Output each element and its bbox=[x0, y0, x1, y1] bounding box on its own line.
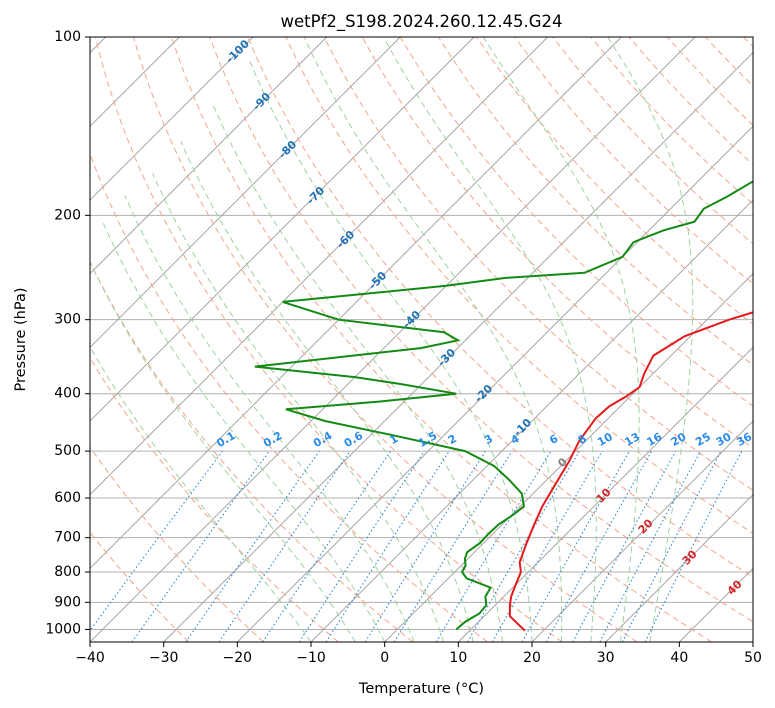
isotherm-line bbox=[90, 37, 401, 348]
x-tick-label: 10 bbox=[449, 650, 467, 666]
mixing-ratio-label: 36 bbox=[734, 430, 754, 449]
dry-adiabat bbox=[323, 37, 753, 491]
isotherm-line bbox=[90, 37, 475, 422]
moist-adiabat bbox=[303, 37, 563, 642]
y-tick-label: 600 bbox=[54, 490, 81, 506]
temperature-line bbox=[508, 311, 753, 632]
plot-frame bbox=[89, 36, 754, 643]
dry-adiabat bbox=[285, 37, 753, 535]
moist-adiabat bbox=[482, 37, 640, 642]
moist-adiabat bbox=[102, 221, 386, 642]
x-tick-label: −20 bbox=[223, 650, 253, 666]
moist-adiabat bbox=[90, 260, 356, 642]
dry-adiabat bbox=[132, 37, 638, 642]
isotherm-line bbox=[531, 420, 753, 642]
x-tick-label: 30 bbox=[597, 650, 615, 666]
isotherm-line bbox=[90, 37, 622, 569]
moist-adiabat bbox=[90, 345, 312, 642]
y-tick-label: 700 bbox=[54, 530, 81, 546]
isotherm-line bbox=[163, 52, 753, 642]
x-tick-label: −10 bbox=[296, 650, 326, 666]
moist-adiabat bbox=[249, 61, 533, 642]
profile-lines bbox=[254, 180, 753, 632]
isotherm-line bbox=[384, 273, 753, 642]
isotherm-line bbox=[90, 37, 696, 642]
isotherm-line bbox=[90, 37, 548, 496]
moist-adiabat bbox=[212, 104, 503, 642]
mixing-ratio-line bbox=[218, 450, 351, 642]
moist-adiabat bbox=[152, 173, 445, 642]
y-tick-label: 800 bbox=[54, 564, 81, 580]
mixing-ratio-line bbox=[131, 450, 270, 642]
y-tick-label: 900 bbox=[54, 594, 81, 610]
mixing-ratio-line bbox=[572, 450, 677, 642]
mixing-ratio-line bbox=[90, 450, 223, 632]
mixing-ratio-line bbox=[262, 450, 392, 642]
mixing-ratio-line bbox=[298, 450, 425, 642]
axes: −40 −30 −20 −10 0 10 20 30 40 50 1000 900 800 700 600 5… bbox=[45, 29, 762, 666]
dry-adiabat bbox=[247, 37, 753, 578]
isotherm-line bbox=[90, 37, 327, 275]
dry-adiabat bbox=[514, 37, 753, 285]
dry-adiabat bbox=[90, 446, 264, 642]
moist-adiabat bbox=[607, 37, 694, 642]
isotherm-line bbox=[605, 494, 753, 642]
background-lines bbox=[90, 37, 753, 642]
x-axis-title: Temperature (°C) bbox=[358, 681, 484, 697]
dry-adiabat bbox=[90, 356, 339, 642]
x-tick-label: 50 bbox=[744, 650, 762, 666]
x-tick-label: 20 bbox=[523, 650, 541, 666]
x-tick-label: 0 bbox=[380, 650, 389, 666]
y-tick-label: 300 bbox=[54, 312, 81, 328]
mixing-ratio-line bbox=[545, 450, 653, 642]
isotherm-line bbox=[90, 37, 254, 201]
dewpoint-line bbox=[254, 180, 753, 631]
moist-adiabat bbox=[180, 141, 474, 642]
dry-adiabat bbox=[209, 37, 753, 623]
x-tick-label: −30 bbox=[149, 650, 179, 666]
y-tick-label: 500 bbox=[54, 443, 81, 459]
moist-adiabat bbox=[383, 37, 597, 642]
mixing-ratio-line bbox=[644, 450, 743, 642]
moist-adiabat bbox=[124, 195, 415, 642]
dry-adiabat bbox=[476, 37, 753, 325]
mixing-ratio-line bbox=[393, 450, 513, 642]
x-tick-label: 40 bbox=[670, 650, 688, 666]
isotherm-line bbox=[237, 125, 753, 642]
y-tick-label: 200 bbox=[54, 207, 81, 223]
mixing-ratio-line bbox=[521, 450, 630, 642]
y-tick-label: 100 bbox=[54, 29, 81, 45]
y-axis-title: Pressure (hPa) bbox=[13, 287, 29, 391]
mixing-ratio-line bbox=[325, 450, 450, 642]
chart-title: wetPf2_S198.2024.260.12.45.G24 bbox=[280, 12, 562, 32]
dry-adiabat bbox=[94, 37, 563, 642]
mixing-ratio-line bbox=[185, 450, 320, 642]
y-tick-label: 400 bbox=[54, 386, 81, 402]
dry-adiabat bbox=[171, 37, 712, 642]
y-tick-label: 1000 bbox=[45, 621, 81, 637]
x-tick-label: −40 bbox=[75, 650, 105, 666]
